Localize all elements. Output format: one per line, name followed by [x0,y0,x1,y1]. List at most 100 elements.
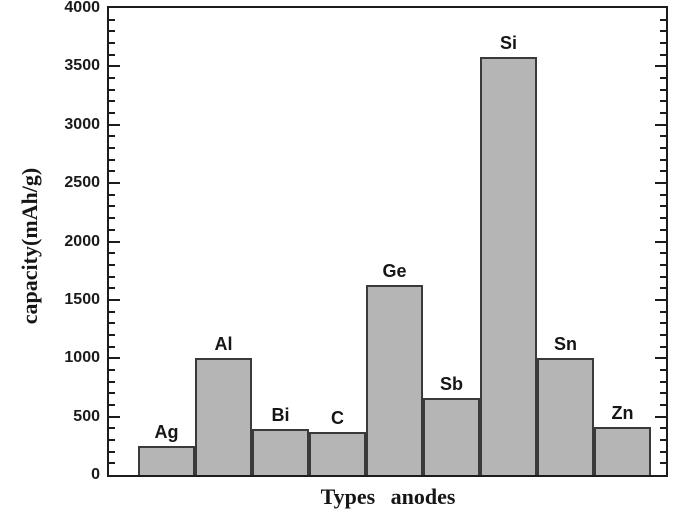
bar-zn [594,427,651,475]
major-tick-left-1000 [109,357,120,360]
y-tick-label-1500: 1500 [64,290,100,308]
minor-tick-left-1200 [109,333,115,336]
bar-bi [252,429,309,475]
minor-tick-right-2800 [660,147,666,150]
bar-sn [537,358,594,475]
minor-tick-left-900 [109,368,115,371]
bar-label-bi: Bi [271,405,290,425]
minor-tick-right-1200 [660,333,666,336]
minor-tick-right-2400 [660,193,666,196]
major-tick-left-2500 [109,182,120,185]
minor-tick-left-2300 [109,205,115,208]
minor-tick-right-2700 [660,158,666,161]
major-tick-left-3000 [109,123,120,126]
minor-tick-left-800 [109,380,115,383]
minor-tick-right-200 [660,450,666,453]
bar-label-ag: Ag [154,422,179,442]
minor-tick-right-1600 [660,287,666,290]
minor-tick-right-2300 [660,205,666,208]
minor-tick-right-600 [660,403,666,406]
minor-tick-right-1100 [660,345,666,348]
minor-tick-left-700 [109,392,115,395]
minor-tick-left-1900 [109,252,115,255]
minor-tick-right-3600 [660,53,666,56]
y-tick-label-4000: 4000 [64,0,100,16]
minor-tick-left-1600 [109,287,115,290]
minor-tick-left-3800 [109,30,115,33]
minor-tick-left-3200 [109,100,115,103]
minor-tick-right-1300 [660,322,666,325]
minor-tick-right-400 [660,427,666,430]
minor-tick-left-1700 [109,275,115,278]
major-tick-left-3500 [109,65,120,68]
minor-tick-right-800 [660,380,666,383]
plot-area: Ag Al Bi C Ge Sb Si Sn Zn [107,6,668,477]
major-tick-right-2500 [655,182,666,185]
minor-tick-right-300 [660,438,666,441]
major-tick-right-500 [655,415,666,418]
major-tick-right-1500 [655,298,666,301]
minor-tick-right-900 [660,368,666,371]
minor-tick-right-3700 [660,42,666,45]
minor-tick-left-2800 [109,147,115,150]
minor-tick-left-2200 [109,217,115,220]
minor-tick-right-2200 [660,217,666,220]
minor-tick-left-600 [109,403,115,406]
bar-label-sb: Sb [439,374,464,394]
bar-label-c: C [331,408,344,428]
minor-tick-right-3400 [660,77,666,80]
minor-tick-right-3900 [660,18,666,21]
minor-tick-right-3200 [660,100,666,103]
minor-tick-left-2600 [109,170,115,173]
minor-tick-left-2900 [109,135,115,138]
y-tick-label-3500: 3500 [64,57,100,75]
bar-al [195,358,252,475]
minor-tick-right-100 [660,462,666,465]
bar-label-zn: Zn [611,403,634,423]
major-tick-right-1000 [655,357,666,360]
major-tick-right-2000 [655,240,666,243]
major-tick-left-2000 [109,240,120,243]
minor-tick-right-2900 [660,135,666,138]
minor-tick-right-1800 [660,263,666,266]
bar-label-al: Al [214,334,233,354]
bar-ge [366,285,423,475]
bar-ag [138,446,195,475]
minor-tick-right-700 [660,392,666,395]
minor-tick-left-2100 [109,228,115,231]
bar-label-si: Si [499,33,518,53]
minor-tick-right-3100 [660,112,666,115]
bar-c [309,432,366,475]
minor-tick-right-2100 [660,228,666,231]
major-tick-right-3000 [655,123,666,126]
y-tick-label-1000: 1000 [64,349,100,367]
minor-tick-left-400 [109,427,115,430]
y-tick-label-2500: 2500 [64,174,100,192]
y-tick-label-500: 500 [73,407,100,425]
major-tick-left-1500 [109,298,120,301]
minor-tick-left-300 [109,438,115,441]
minor-tick-left-3600 [109,53,115,56]
minor-tick-left-1800 [109,263,115,266]
y-tick-label-2000: 2000 [64,232,100,250]
minor-tick-left-1100 [109,345,115,348]
major-tick-right-3500 [655,65,666,68]
minor-tick-left-3100 [109,112,115,115]
bar-si [480,57,537,475]
minor-tick-right-2600 [660,170,666,173]
minor-tick-left-200 [109,450,115,453]
minor-tick-left-1400 [109,310,115,313]
bar-sb [423,398,480,475]
y-tick-label-0: 0 [91,466,100,483]
minor-tick-right-1400 [660,310,666,313]
minor-tick-right-1700 [660,275,666,278]
bar-label-sn: Sn [553,334,578,354]
minor-tick-right-1900 [660,252,666,255]
minor-tick-left-3400 [109,77,115,80]
minor-tick-left-1300 [109,322,115,325]
minor-tick-left-2400 [109,193,115,196]
y-tick-label-3000: 3000 [64,115,100,133]
x-axis-title: Types anodes [320,484,456,509]
minor-tick-right-3800 [660,30,666,33]
